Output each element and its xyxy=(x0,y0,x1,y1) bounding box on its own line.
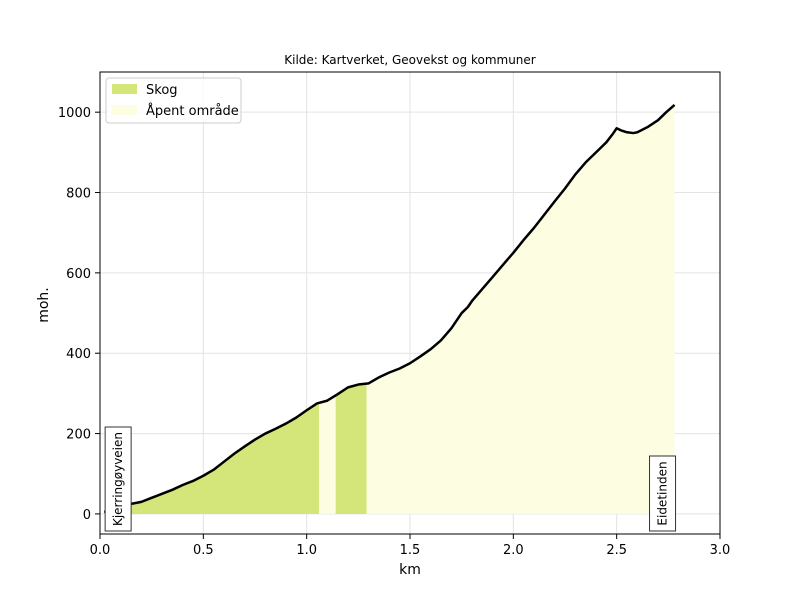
annotation-box xyxy=(104,426,132,532)
legend-swatch-skog xyxy=(112,84,137,94)
annotation-end: Eidetinden xyxy=(649,455,677,532)
annotation-box xyxy=(649,455,677,532)
area-skog xyxy=(126,402,320,514)
y-tick-label: 1000 xyxy=(58,106,91,121)
area-apent-omrade xyxy=(319,395,336,514)
x-tick-label: 3.0 xyxy=(710,543,731,558)
x-tick-label: 2.5 xyxy=(606,543,627,558)
y-tick-label: 200 xyxy=(66,428,91,443)
legend: Skog Åpent område xyxy=(105,77,242,124)
legend-label-apent-omrade: Åpent område xyxy=(146,103,239,119)
axis-ticks: 0.0 0.5 1.0 1.5 2.0 2.5 3.0 0 200 400 600 800 1000 xyxy=(58,106,730,558)
area-skog xyxy=(335,383,367,514)
chart-title: Kilde: Kartverket, Geovekst og kommuner xyxy=(284,53,536,67)
x-tick-label: 0.5 xyxy=(193,543,214,558)
area-apent-omrade xyxy=(366,104,675,514)
endpoint-annotations: Kjerringøyveien Eidetinden xyxy=(104,426,677,532)
annotation-label: Kjerringøyveien xyxy=(111,432,125,526)
elevation-line xyxy=(104,104,676,514)
legend-swatch-apent-omrade xyxy=(112,105,137,115)
y-tick-label: 600 xyxy=(66,267,91,282)
legend-box xyxy=(105,77,242,124)
plot-frame xyxy=(99,71,721,535)
x-tick-label: 2.0 xyxy=(503,543,524,558)
x-tick-label: 0.0 xyxy=(90,543,111,558)
x-axis-label: km xyxy=(399,562,421,578)
annotation-label: Eidetinden xyxy=(656,461,670,525)
x-tick-label: 1.5 xyxy=(400,543,421,558)
x-tick-label: 1.0 xyxy=(296,543,317,558)
y-axis-label: moh. xyxy=(36,287,52,323)
annotation-start: Kjerringøyveien xyxy=(104,426,132,532)
y-tick-label: 800 xyxy=(66,187,91,202)
y-tick-label: 400 xyxy=(66,347,91,362)
y-tick-label: 0 xyxy=(83,508,91,523)
elevation-profile-line xyxy=(104,104,676,514)
land-cover-areas xyxy=(126,104,675,514)
legend-label-skog: Skog xyxy=(146,83,178,98)
